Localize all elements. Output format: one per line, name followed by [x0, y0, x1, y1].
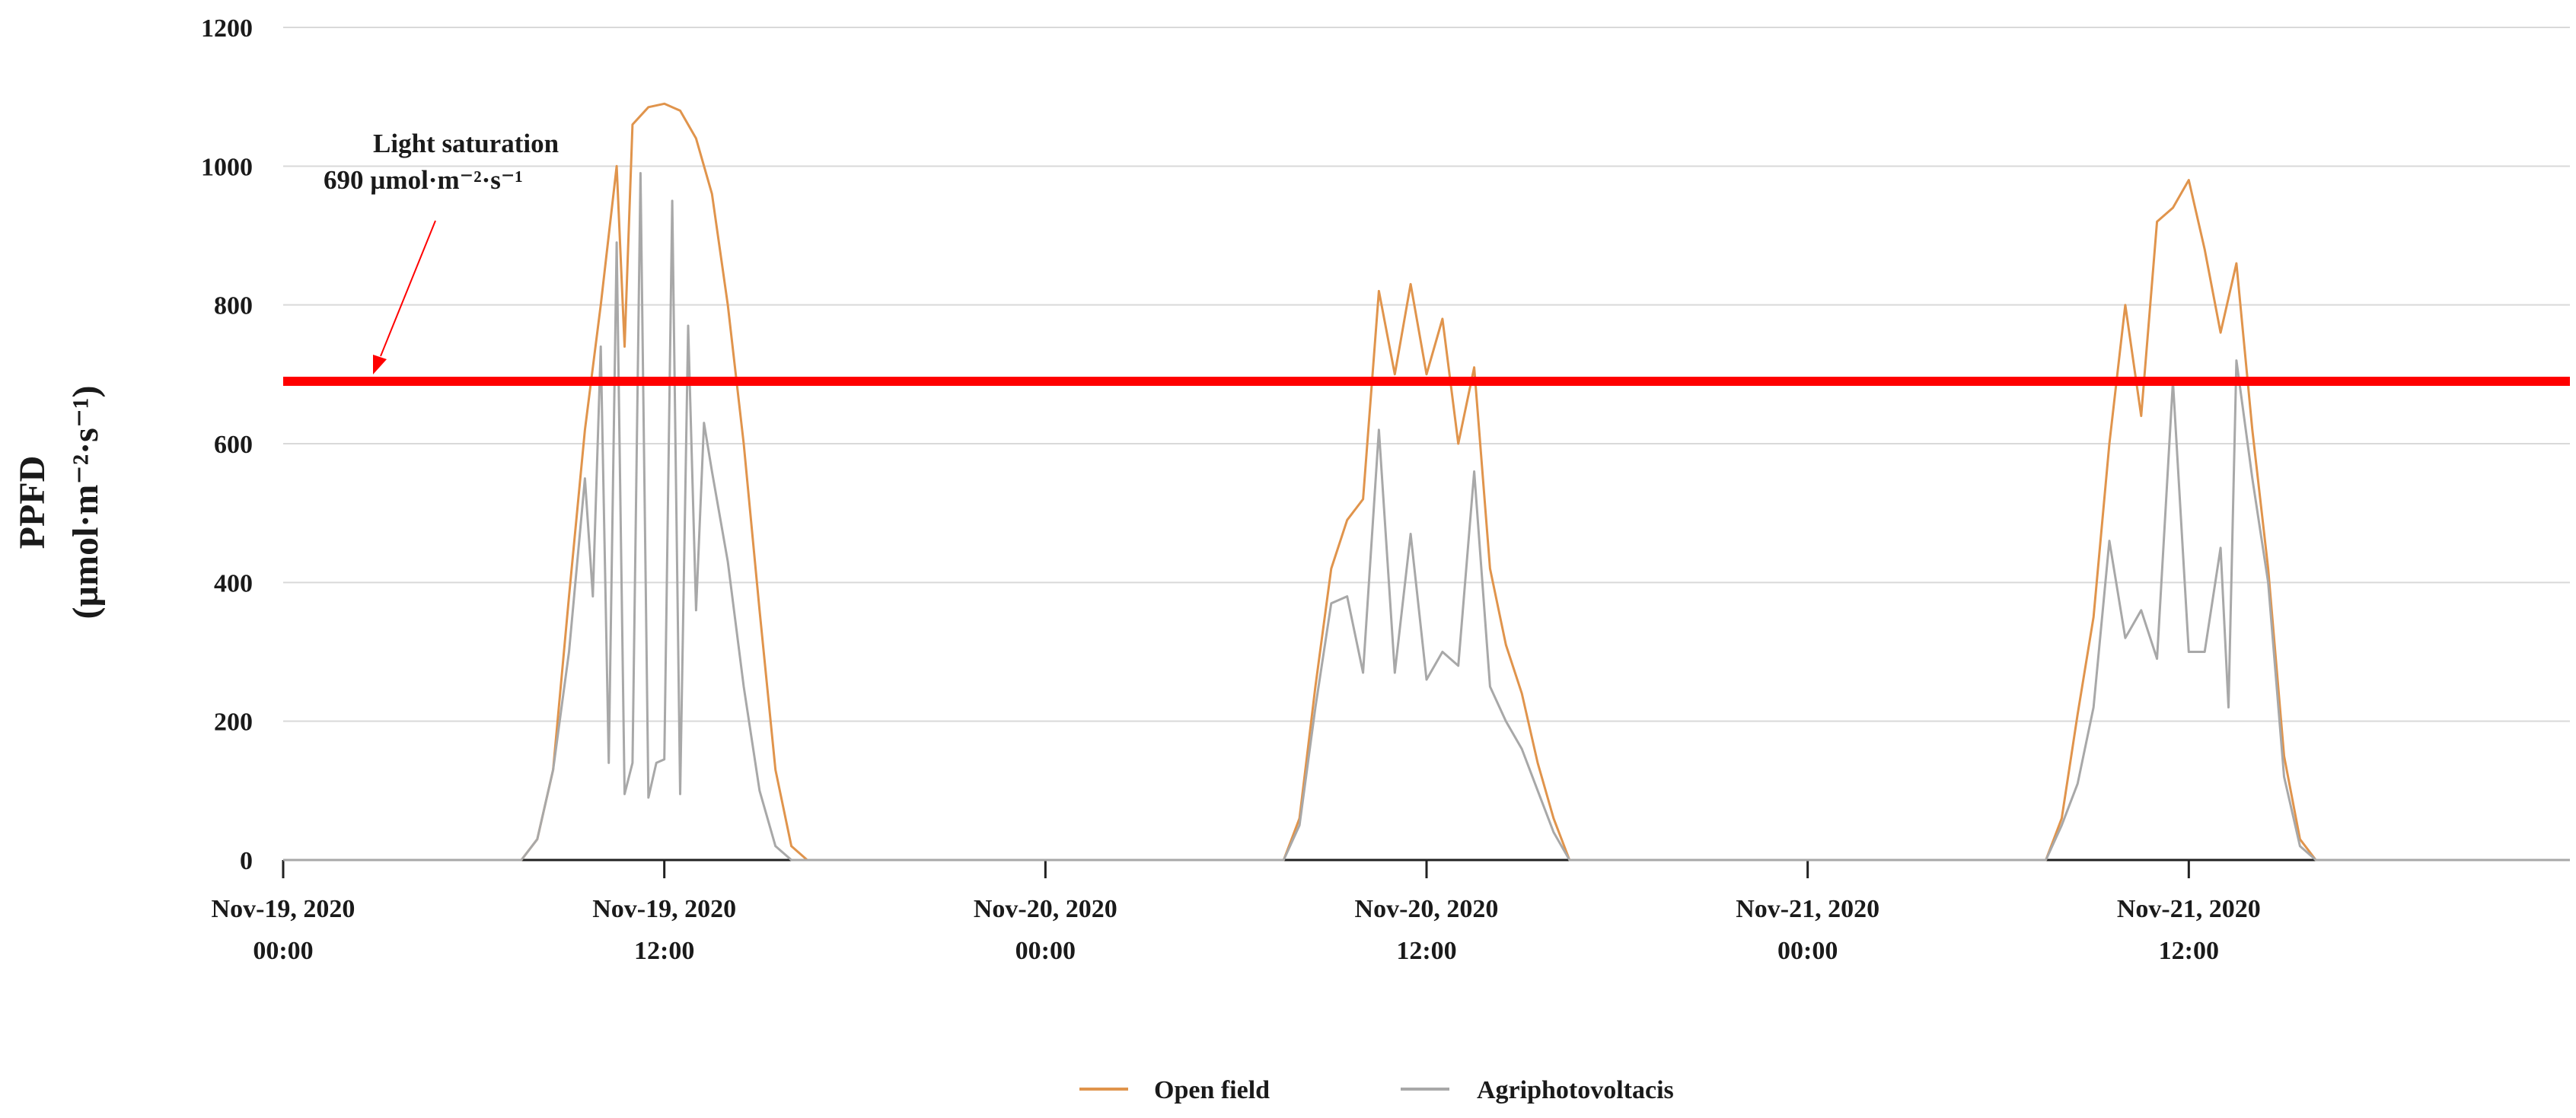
x-tick-label-2-time: 00:00 — [1015, 937, 1076, 965]
y-axis-title-line1: PPFD — [12, 456, 53, 549]
y-tick-label-0: 0 — [240, 847, 253, 875]
y-tick-label-200: 200 — [214, 709, 253, 737]
legend-label-agriphotovoltaics: Agriphotovoltacis — [1477, 1076, 1674, 1104]
annotation-arrow-shaft — [380, 220, 436, 357]
annotation-arrow-head — [373, 355, 387, 374]
x-tick-label-3-time: 12:00 — [1396, 937, 1456, 965]
x-tick-label-0-time: 00:00 — [253, 937, 313, 965]
light-saturation-label-line1: Light saturation — [373, 129, 559, 158]
x-tick-label-2-date: Nov-20, 2020 — [974, 895, 1117, 923]
series-lines — [283, 102, 2570, 862]
legend-label-open-field: Open field — [1154, 1076, 1270, 1104]
series-line-agriphotovoltacis — [283, 172, 2570, 862]
x-tick-label-3-date: Nov-20, 2020 — [1355, 895, 1499, 923]
series-line-open-field — [283, 102, 2570, 862]
y-tick-label-1000: 1000 — [201, 153, 253, 181]
light-saturation-label-line2: 690 µmol·m⁻²·s⁻¹ — [324, 165, 523, 195]
x-tick-label-4-time: 00:00 — [1777, 937, 1838, 965]
x-axis: Nov-19, 2020 00:00 Nov-19, 2020 12:00 Nov-20… — [212, 858, 2570, 965]
x-tick-label-4-date: Nov-21, 2020 — [1736, 895, 1879, 923]
y-axis-ticks: 0 200 400 600 800 1000 1200 — [201, 14, 253, 875]
light-saturation-group: Light saturation 690 µmol·m⁻²·s⁻¹ — [283, 129, 2570, 386]
y-tick-label-400: 400 — [214, 569, 253, 597]
legend: Open field Agriphotovoltacis — [1079, 1076, 1674, 1104]
y-tick-label-800: 800 — [214, 292, 253, 320]
y-axis-title: PPFD (µmol·m⁻²·s⁻¹) — [12, 385, 106, 619]
x-tick-label-1-time: 12:00 — [634, 937, 694, 965]
x-tick-label-5-date: Nov-21, 2020 — [2117, 895, 2261, 923]
gridlines — [283, 27, 2570, 722]
y-tick-label-600: 600 — [214, 431, 253, 459]
x-tick-label-0-date: Nov-19, 2020 — [212, 895, 355, 923]
x-tick-label-1-date: Nov-19, 2020 — [592, 895, 736, 923]
y-tick-label-1200: 1200 — [201, 14, 253, 43]
x-tick-label-5-time: 12:00 — [2159, 937, 2219, 965]
y-axis-title-line2: (µmol·m⁻²·s⁻¹) — [65, 385, 106, 619]
